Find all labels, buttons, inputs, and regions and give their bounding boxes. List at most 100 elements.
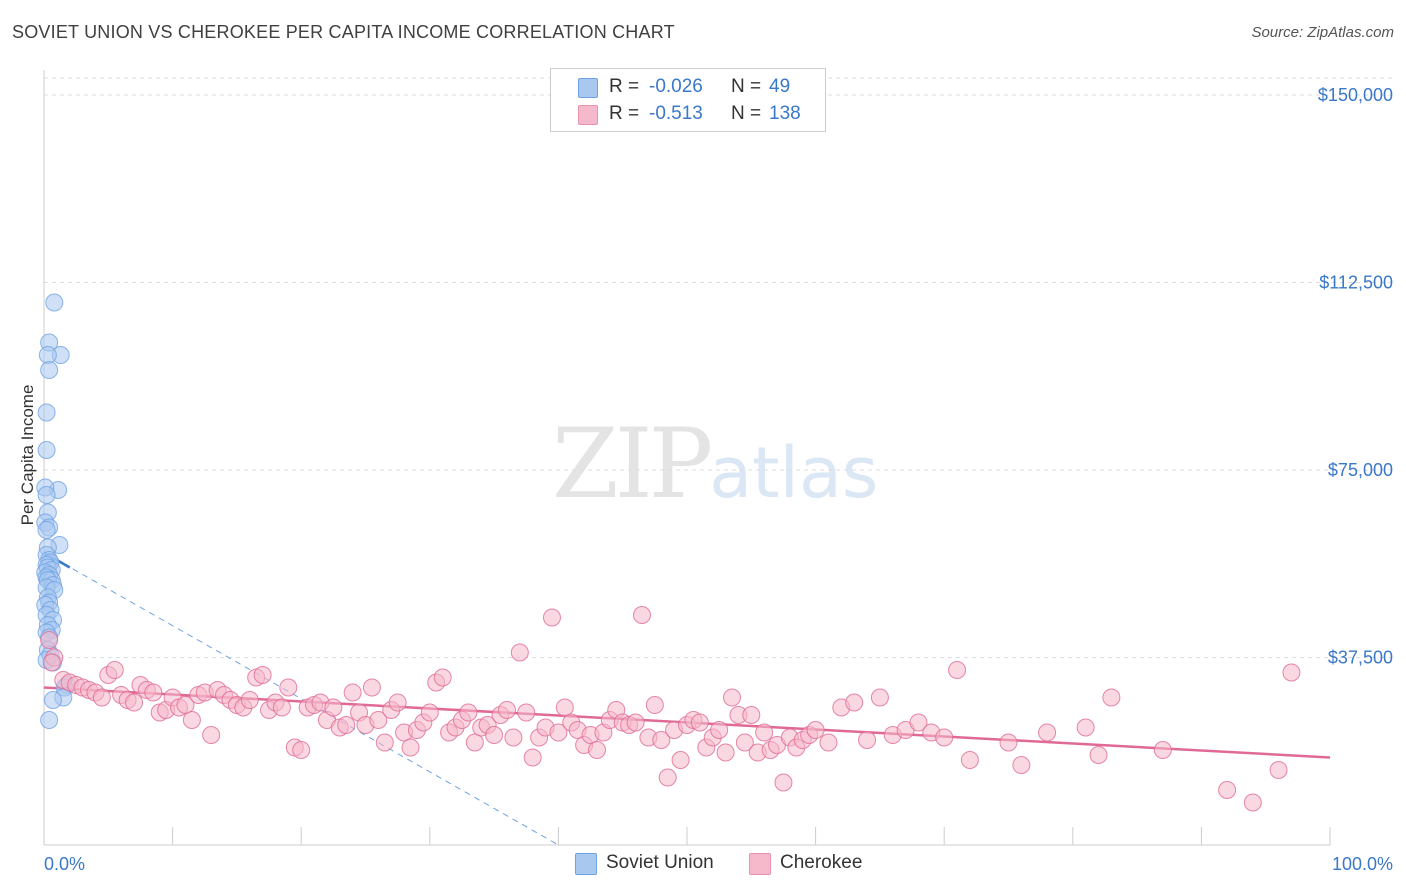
point-cherokee	[92, 688, 111, 707]
chart-title: SOVIET UNION VS CHEROKEE PER CAPITA INCO…	[12, 22, 675, 42]
point-cherokee	[587, 741, 606, 759]
point-cherokee	[755, 723, 774, 742]
watermark-atlas: atlas	[709, 432, 879, 514]
point-soviet-union	[37, 486, 56, 504]
y-tick-label: $75,000	[1328, 460, 1393, 480]
legend-n-value: 49	[769, 76, 791, 97]
point-cherokee	[1243, 793, 1262, 812]
point-soviet-union	[45, 293, 64, 312]
point-cherokee	[324, 698, 343, 717]
legend-swatch-soviet-union	[578, 78, 598, 98]
point-cherokee	[819, 733, 838, 752]
point-soviet-union	[40, 711, 59, 729]
point-cherokee	[806, 721, 825, 739]
point-cherokee	[723, 688, 742, 707]
point-cherokee	[774, 773, 793, 792]
point-cherokee	[1038, 723, 1057, 742]
point-cherokee	[42, 653, 61, 672]
point-soviet-union	[40, 361, 59, 379]
legend-r-label: R =	[609, 76, 640, 97]
point-cherokee	[510, 643, 529, 662]
data-points	[36, 293, 1301, 812]
legend-row-cherokee: R = -0.513 N = 138	[551, 101, 825, 127]
legend-row-soviet-union: R = -0.026 N = 49	[551, 74, 825, 100]
point-cherokee	[742, 706, 761, 724]
point-cherokee	[555, 698, 574, 717]
grid	[44, 77, 1392, 658]
legend-n-label: N =	[731, 76, 762, 97]
point-soviet-union	[44, 691, 63, 709]
point-cherokee	[671, 751, 690, 769]
x-tick-label: 0.0%	[44, 854, 85, 874]
point-cherokee	[497, 701, 516, 719]
legend-r-label: R =	[609, 103, 640, 124]
point-cherokee	[845, 693, 864, 712]
watermark: ZIPatlas	[552, 408, 878, 520]
point-cherokee	[716, 743, 735, 762]
point-cherokee	[343, 683, 362, 702]
point-cherokee	[1012, 756, 1031, 774]
point-soviet-union	[37, 403, 56, 422]
point-cherokee	[1153, 741, 1172, 759]
point-cherokee	[690, 713, 709, 732]
point-cherokee	[279, 678, 298, 697]
point-cherokee	[1076, 718, 1095, 737]
point-cherokee	[375, 733, 394, 752]
point-cherokee	[182, 711, 201, 729]
point-cherokee	[1218, 781, 1237, 799]
point-cherokee	[1089, 746, 1108, 764]
point-cherokee	[465, 733, 484, 752]
point-cherokee	[735, 733, 754, 752]
source-label: Source: ZipAtlas.com	[1251, 24, 1394, 41]
point-cherokee	[948, 661, 967, 679]
point-cherokee	[369, 711, 388, 729]
point-cherokee	[105, 661, 124, 679]
x-tick-label: 100.0%	[1332, 854, 1393, 874]
point-cherokee	[459, 703, 478, 722]
point-cherokee	[517, 703, 536, 722]
point-cherokee	[858, 731, 877, 749]
legend-r-value: -0.026	[649, 76, 703, 97]
bottom-legend-label: Cherokee	[780, 852, 863, 873]
point-cherokee	[125, 693, 144, 712]
legend-r-value: -0.513	[649, 103, 703, 124]
y-tick-label: $112,500	[1319, 273, 1393, 293]
point-cherokee	[523, 748, 542, 767]
point-soviet-union	[37, 441, 56, 459]
point-cherokee	[710, 721, 729, 739]
tick-labels: $37,500 $75,000 $112,500 $150,000 0.0% 100.0%	[44, 85, 1393, 874]
watermark-zip: ZIP	[552, 408, 713, 520]
point-cherokee	[645, 696, 664, 714]
legend-n-label: N =	[731, 103, 762, 124]
point-cherokee	[420, 703, 439, 722]
point-cherokee	[935, 728, 954, 747]
point-cherokee	[144, 683, 163, 702]
point-cherokee	[999, 733, 1018, 752]
y-axis-label: Per Capita Income	[18, 385, 37, 526]
point-cherokee	[504, 728, 523, 747]
point-cherokee	[1282, 663, 1301, 682]
point-cherokee	[240, 691, 259, 709]
point-cherokee	[870, 688, 889, 707]
legend-n-value: 138	[769, 103, 801, 124]
point-cherokee	[1102, 688, 1121, 707]
y-tick-label: $37,500	[1328, 648, 1393, 668]
point-cherokee	[632, 606, 651, 624]
bottom-legend-label: Soviet Union	[606, 852, 714, 873]
legend: R = -0.026 N = 49 R = -0.513 N = 138	[550, 68, 826, 132]
point-cherokee	[542, 608, 561, 627]
bottom-legend-swatch-cherokee	[749, 853, 771, 875]
point-cherokee	[626, 713, 645, 732]
point-soviet-union	[38, 346, 57, 364]
series-cherokee	[40, 606, 1301, 812]
point-cherokee	[253, 666, 272, 684]
point-cherokee	[176, 696, 195, 714]
point-cherokee	[652, 731, 671, 749]
point-cherokee	[485, 726, 504, 744]
point-cherokee	[1269, 761, 1288, 779]
bottom-legend-swatch-soviet-union	[575, 853, 597, 875]
point-cherokee	[202, 726, 221, 744]
point-cherokee	[909, 713, 928, 732]
point-cherokee	[549, 723, 568, 742]
